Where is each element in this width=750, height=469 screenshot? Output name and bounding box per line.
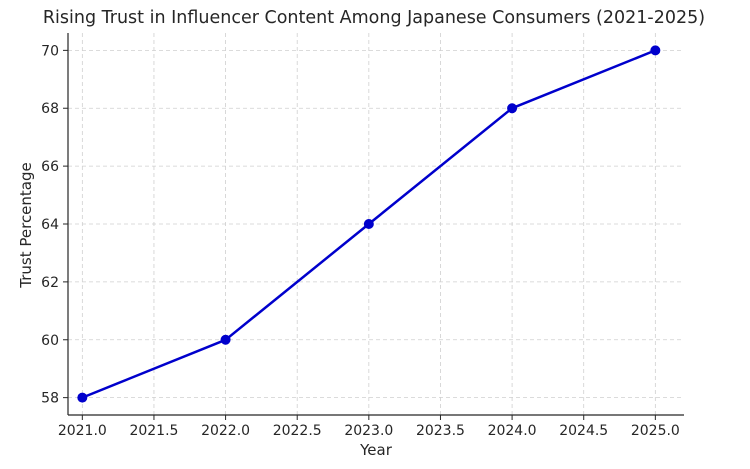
y-axis-label: Trust Percentage [17, 162, 35, 288]
data-point [77, 392, 88, 403]
data-point [650, 45, 661, 56]
x-tick-label: 2022.0 [201, 423, 250, 439]
grid-lines [68, 33, 684, 415]
y-tick-label: 70 [41, 43, 59, 59]
x-axis-label: Year [359, 441, 393, 459]
series-group [77, 45, 661, 403]
y-tick-label: 66 [41, 159, 59, 175]
x-tick-label: 2023.0 [344, 423, 393, 439]
chart-title: Rising Trust in Influencer Content Among… [43, 8, 705, 28]
x-tick-label: 2021.5 [129, 423, 178, 439]
x-tick-label: 2025.0 [631, 423, 680, 439]
data-point [220, 334, 231, 345]
y-ticks: 58 60 62 64 66 68 70 [41, 43, 68, 407]
x-tick-label: 2022.5 [273, 423, 322, 439]
y-tick-label: 58 [41, 391, 59, 407]
data-point [507, 103, 518, 114]
y-tick-label: 62 [41, 275, 59, 291]
y-tick-label: 60 [41, 333, 59, 349]
data-point [363, 219, 374, 229]
x-tick-label: 2024.0 [488, 423, 537, 439]
y-tick-label: 64 [41, 217, 59, 233]
x-tick-label: 2021.0 [58, 423, 107, 439]
x-tick-label: 2023.5 [416, 423, 465, 439]
x-ticks: 2021.0 2021.5 2022.0 2022.5 2023.0 2023.5 2024… [58, 415, 680, 439]
y-tick-label: 68 [41, 101, 59, 117]
x-tick-label: 2024.5 [559, 423, 608, 439]
